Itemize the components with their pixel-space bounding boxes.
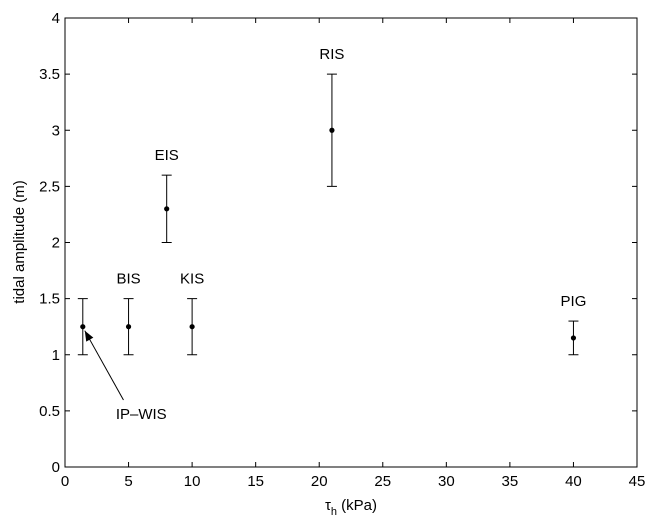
y-tick-label: 2 (52, 235, 60, 252)
data-point (126, 324, 131, 329)
y-tick-label: 2.5 (39, 178, 60, 195)
x-tick-label: 5 (124, 473, 132, 490)
x-tick-label: 30 (438, 473, 455, 490)
data-point-group (78, 299, 88, 355)
y-tick-label: 0 (52, 459, 60, 476)
point-label: BIS (116, 271, 140, 288)
y-tick-label: 1.5 (39, 291, 60, 308)
y-axis-label: tidal amplitude (m) (11, 180, 28, 303)
y-tick-label: 0.5 (39, 403, 60, 420)
data-point (190, 324, 195, 329)
annotation-arrow (85, 331, 124, 400)
point-label: RIS (319, 46, 344, 63)
x-tick-label: 15 (247, 473, 264, 490)
data-point (80, 324, 85, 329)
x-tick-label: 10 (184, 473, 201, 490)
y-tick-label: 1 (52, 347, 60, 364)
x-tick-label: 45 (629, 473, 646, 490)
x-tick-label: 20 (311, 473, 328, 490)
data-point (571, 335, 576, 340)
x-tick-label: 0 (61, 473, 69, 490)
data-point (164, 206, 169, 211)
data-point-group (162, 175, 172, 242)
data-point-group (568, 321, 578, 355)
x-tick-label: 25 (374, 473, 391, 490)
plot-area (65, 18, 637, 467)
y-tick-label: 3.5 (39, 66, 60, 83)
point-label: PIG (561, 293, 587, 310)
x-tick-label: 35 (502, 473, 519, 490)
x-tick-label: 40 (565, 473, 582, 490)
data-points (78, 74, 579, 355)
point-label: EIS (155, 147, 179, 164)
data-point (329, 128, 334, 133)
data-point-group (124, 299, 134, 355)
y-tick-label: 4 (52, 10, 60, 27)
arrow-head (85, 331, 94, 342)
data-point-group (187, 299, 197, 355)
annotations: IP–WIS BIS EIS KIS RIS PIG (85, 46, 587, 423)
data-point-group (327, 74, 337, 186)
point-label: KIS (180, 271, 204, 288)
point-label: IP–WIS (116, 406, 167, 423)
y-tick-label: 3 (52, 122, 60, 139)
x-axis-label: τh (kPa) (325, 497, 377, 516)
